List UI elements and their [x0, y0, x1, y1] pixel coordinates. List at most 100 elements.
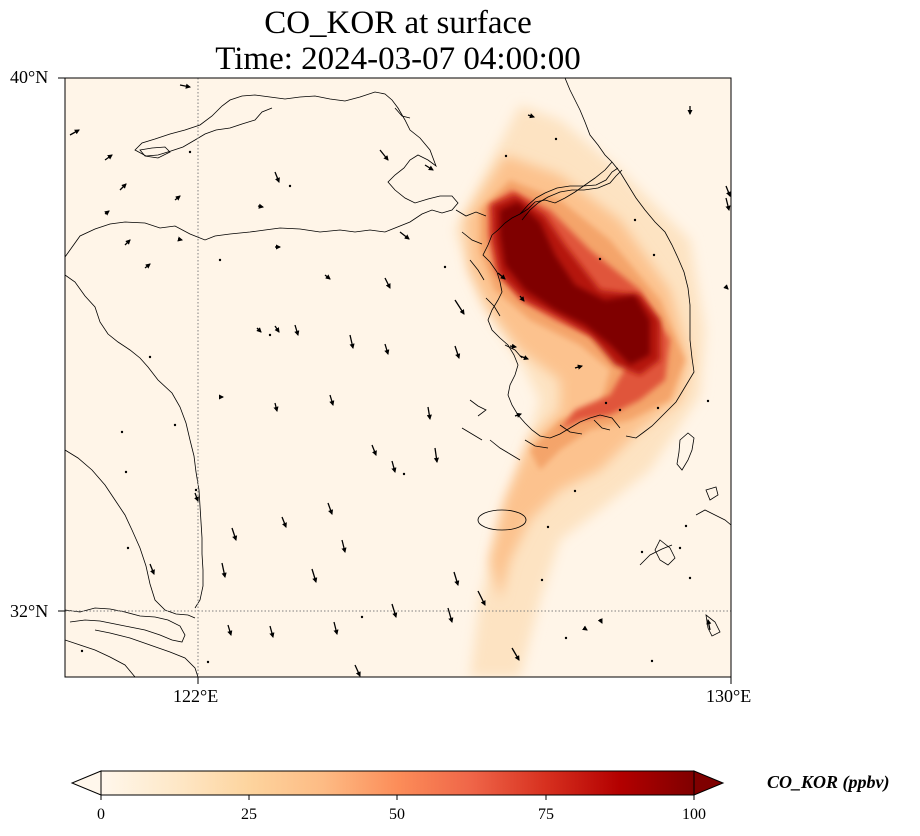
wind-arrow: [519, 295, 525, 302]
wind-arrow: [174, 195, 181, 201]
wind-arrow: [119, 183, 127, 191]
wind-arrow: [514, 412, 522, 418]
wind-arrow: [597, 618, 603, 624]
wind-arrow: [329, 394, 335, 406]
wind-arrow: [311, 568, 318, 583]
wind-arrow: [349, 334, 355, 350]
wind-arrow: [723, 284, 729, 290]
wind-arrow: [194, 492, 199, 502]
wind-arrow: [652, 253, 656, 257]
wind-vectors: [69, 83, 731, 677]
colorbar-tick-label-25: 25: [241, 806, 257, 823]
map-frame: [64, 77, 732, 678]
wind-arrow: [333, 621, 339, 636]
colorbar-tick-label-75: 75: [538, 806, 554, 823]
wind-arrow: [144, 263, 151, 269]
wind-arrow: [678, 546, 682, 550]
wind-arrow: [104, 154, 113, 161]
wind-arrow: [148, 355, 152, 359]
wind-arrow: [327, 502, 334, 515]
wind-arrow: [706, 399, 710, 403]
wind-arrow: [477, 590, 486, 606]
wind-arrow: [149, 563, 155, 575]
wind-arrow: [341, 539, 347, 554]
wind-arrow: [684, 524, 688, 528]
wind-arrow: [706, 618, 712, 631]
wind-arrow: [227, 624, 233, 636]
wind-arrow: [256, 327, 262, 333]
wind-arrow: [269, 625, 275, 639]
wind-arrow: [391, 460, 397, 474]
co-plume: [455, 105, 705, 677]
wind-arrow: [598, 257, 602, 261]
colorbar-tick-label-50: 50: [389, 806, 405, 823]
wind-arrow: [268, 333, 272, 337]
colorbar-min-extension: [70, 770, 102, 796]
wind-arrow: [218, 258, 222, 262]
wind-arrow: [540, 578, 544, 582]
wind-arrow: [206, 660, 210, 664]
wind-arrow: [618, 408, 622, 412]
wind-arrow: [650, 659, 654, 663]
wind-arrow: [454, 345, 461, 359]
wind-arrow: [564, 636, 568, 640]
lat-tick-label-32n: 32°N: [10, 601, 49, 621]
wind-arrow: [454, 299, 465, 315]
wind-arrow: [554, 137, 558, 141]
wind-arrow: [179, 83, 192, 89]
wind-arrow: [126, 546, 130, 550]
wind-arrow: [574, 364, 583, 370]
wind-arrow: [424, 164, 434, 171]
wind-arrow: [582, 625, 588, 631]
wind-arrow: [273, 402, 279, 413]
map-subtitle: Time: 2024-03-07 04:00:00: [215, 41, 581, 77]
colorbar-gradient: [101, 771, 694, 795]
wind-arrow: [360, 615, 364, 619]
wind-arrow: [504, 154, 508, 158]
axis-ticks: [58, 77, 732, 684]
wind-arrow: [546, 525, 550, 529]
lat-tick-label-40n: 40°N: [10, 67, 49, 87]
wind-arrow: [257, 203, 265, 209]
wind-arrow: [379, 149, 389, 161]
map-title: CO_KOR at surface: [264, 5, 532, 41]
wind-arrow: [399, 231, 410, 240]
wind-arrow: [274, 171, 280, 183]
wind-arrow: [511, 647, 520, 661]
wind-arrow: [453, 571, 460, 586]
wind-arrow: [104, 210, 110, 216]
wind-arrow: [354, 664, 361, 677]
wind-arrow: [80, 649, 84, 653]
wind-arrow: [640, 550, 644, 554]
wind-arrow: [433, 447, 439, 464]
wind-arrow: [384, 343, 390, 355]
wind-arrow: [519, 355, 529, 360]
wind-arrow: [294, 324, 300, 336]
gridlines: [65, 78, 731, 677]
wind-arrow: [527, 113, 535, 119]
wind-arrow: [604, 401, 608, 405]
wind-arrow: [120, 430, 124, 434]
colorbar-max-extension: [693, 770, 725, 796]
wind-arrow: [324, 274, 331, 280]
wind-arrow: [573, 489, 577, 493]
wind-arrow: [69, 129, 80, 136]
wind-arrow: [688, 576, 692, 580]
wind-arrow: [391, 603, 398, 618]
wind-arrow: [281, 516, 287, 528]
wind-arrow: [443, 265, 447, 269]
colorbar-tick-label-100: 100: [682, 806, 706, 823]
wind-arrow: [124, 239, 131, 246]
wind-arrow: [288, 184, 292, 188]
wind-arrow: [402, 472, 406, 476]
wind-arrow: [384, 277, 391, 289]
wind-arrow: [497, 272, 506, 280]
colorbar: [70, 770, 725, 800]
lon-tick-label-122e: 122°E: [173, 686, 219, 706]
wind-arrow: [124, 470, 128, 474]
wind-arrow: [371, 444, 377, 456]
wind-arrow: [447, 607, 454, 623]
wind-arrow: [656, 406, 660, 410]
wind-arrow: [274, 325, 280, 333]
